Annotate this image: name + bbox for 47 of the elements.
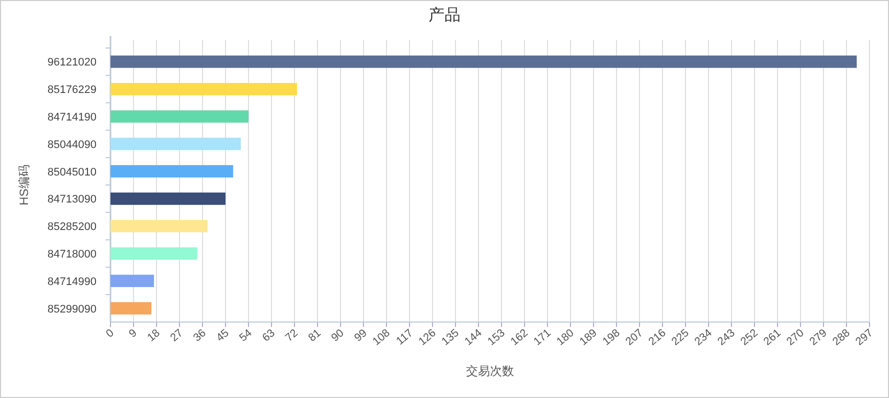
x-tick-label: 135 — [440, 327, 462, 348]
x-tick-label: 171 — [532, 327, 554, 348]
x-tick-label: 189 — [578, 327, 600, 348]
x-tick-label: 225 — [670, 327, 692, 348]
y-tick-label: 85044090 — [48, 138, 96, 151]
x-tick-label: 81 — [306, 327, 324, 344]
x-tick-label: 180 — [554, 327, 576, 348]
x-tick-label: 153 — [486, 327, 508, 348]
x-tick-label: 99 — [352, 327, 370, 344]
y-tick-label: 84713090 — [48, 194, 96, 206]
x-tick-label: 288 — [830, 327, 852, 348]
x-tick-label: 297 — [854, 327, 876, 348]
x-axis-title: 交易次数 — [466, 364, 514, 378]
x-tick-label: 243 — [716, 327, 738, 348]
x-tick-label: 108 — [370, 327, 392, 348]
y-tick-label: 84718000 — [48, 248, 96, 260]
x-tick-label: 72 — [283, 327, 300, 344]
y-axis-title: HS编码 — [17, 164, 31, 206]
y-tick-label: 96121020 — [48, 56, 96, 69]
x-tick-label: 198 — [600, 327, 622, 348]
y-tick-label: 85176229 — [48, 84, 96, 96]
x-tick-label: 270 — [784, 327, 806, 348]
x-tick-label: 126 — [416, 327, 438, 348]
x-tick-label: 207 — [624, 327, 646, 348]
x-tick-label: 36 — [191, 327, 208, 344]
x-tick-label: 63 — [260, 327, 278, 344]
x-tick-label: 279 — [808, 327, 830, 348]
x-tick-label: 27 — [168, 327, 186, 344]
y-tick-label: 85045010 — [48, 166, 96, 178]
y-tick-label: 84714190 — [48, 112, 96, 124]
x-tick-label: 45 — [214, 327, 232, 344]
x-tick-label: 252 — [738, 327, 760, 348]
x-tick-label: 54 — [237, 327, 254, 344]
x-tick-label: 234 — [692, 327, 714, 348]
title: 产品 — [428, 7, 460, 24]
y-tick-label: 84714990 — [48, 276, 96, 288]
y-tick-label: 85285200 — [48, 221, 96, 234]
x-tick-label: 90 — [329, 327, 346, 344]
y-tick-label: 85299090 — [48, 303, 96, 316]
x-tick-label: 144 — [462, 327, 484, 348]
x-tick-label: 162 — [508, 327, 530, 348]
x-tick-label: 0 — [104, 327, 116, 340]
x-tick-label: 261 — [762, 327, 784, 348]
x-tick-label: 18 — [145, 327, 162, 344]
x-tick-label: 9 — [127, 327, 140, 340]
x-tick-label: 216 — [646, 327, 668, 348]
x-tick-label: 117 — [394, 327, 416, 348]
